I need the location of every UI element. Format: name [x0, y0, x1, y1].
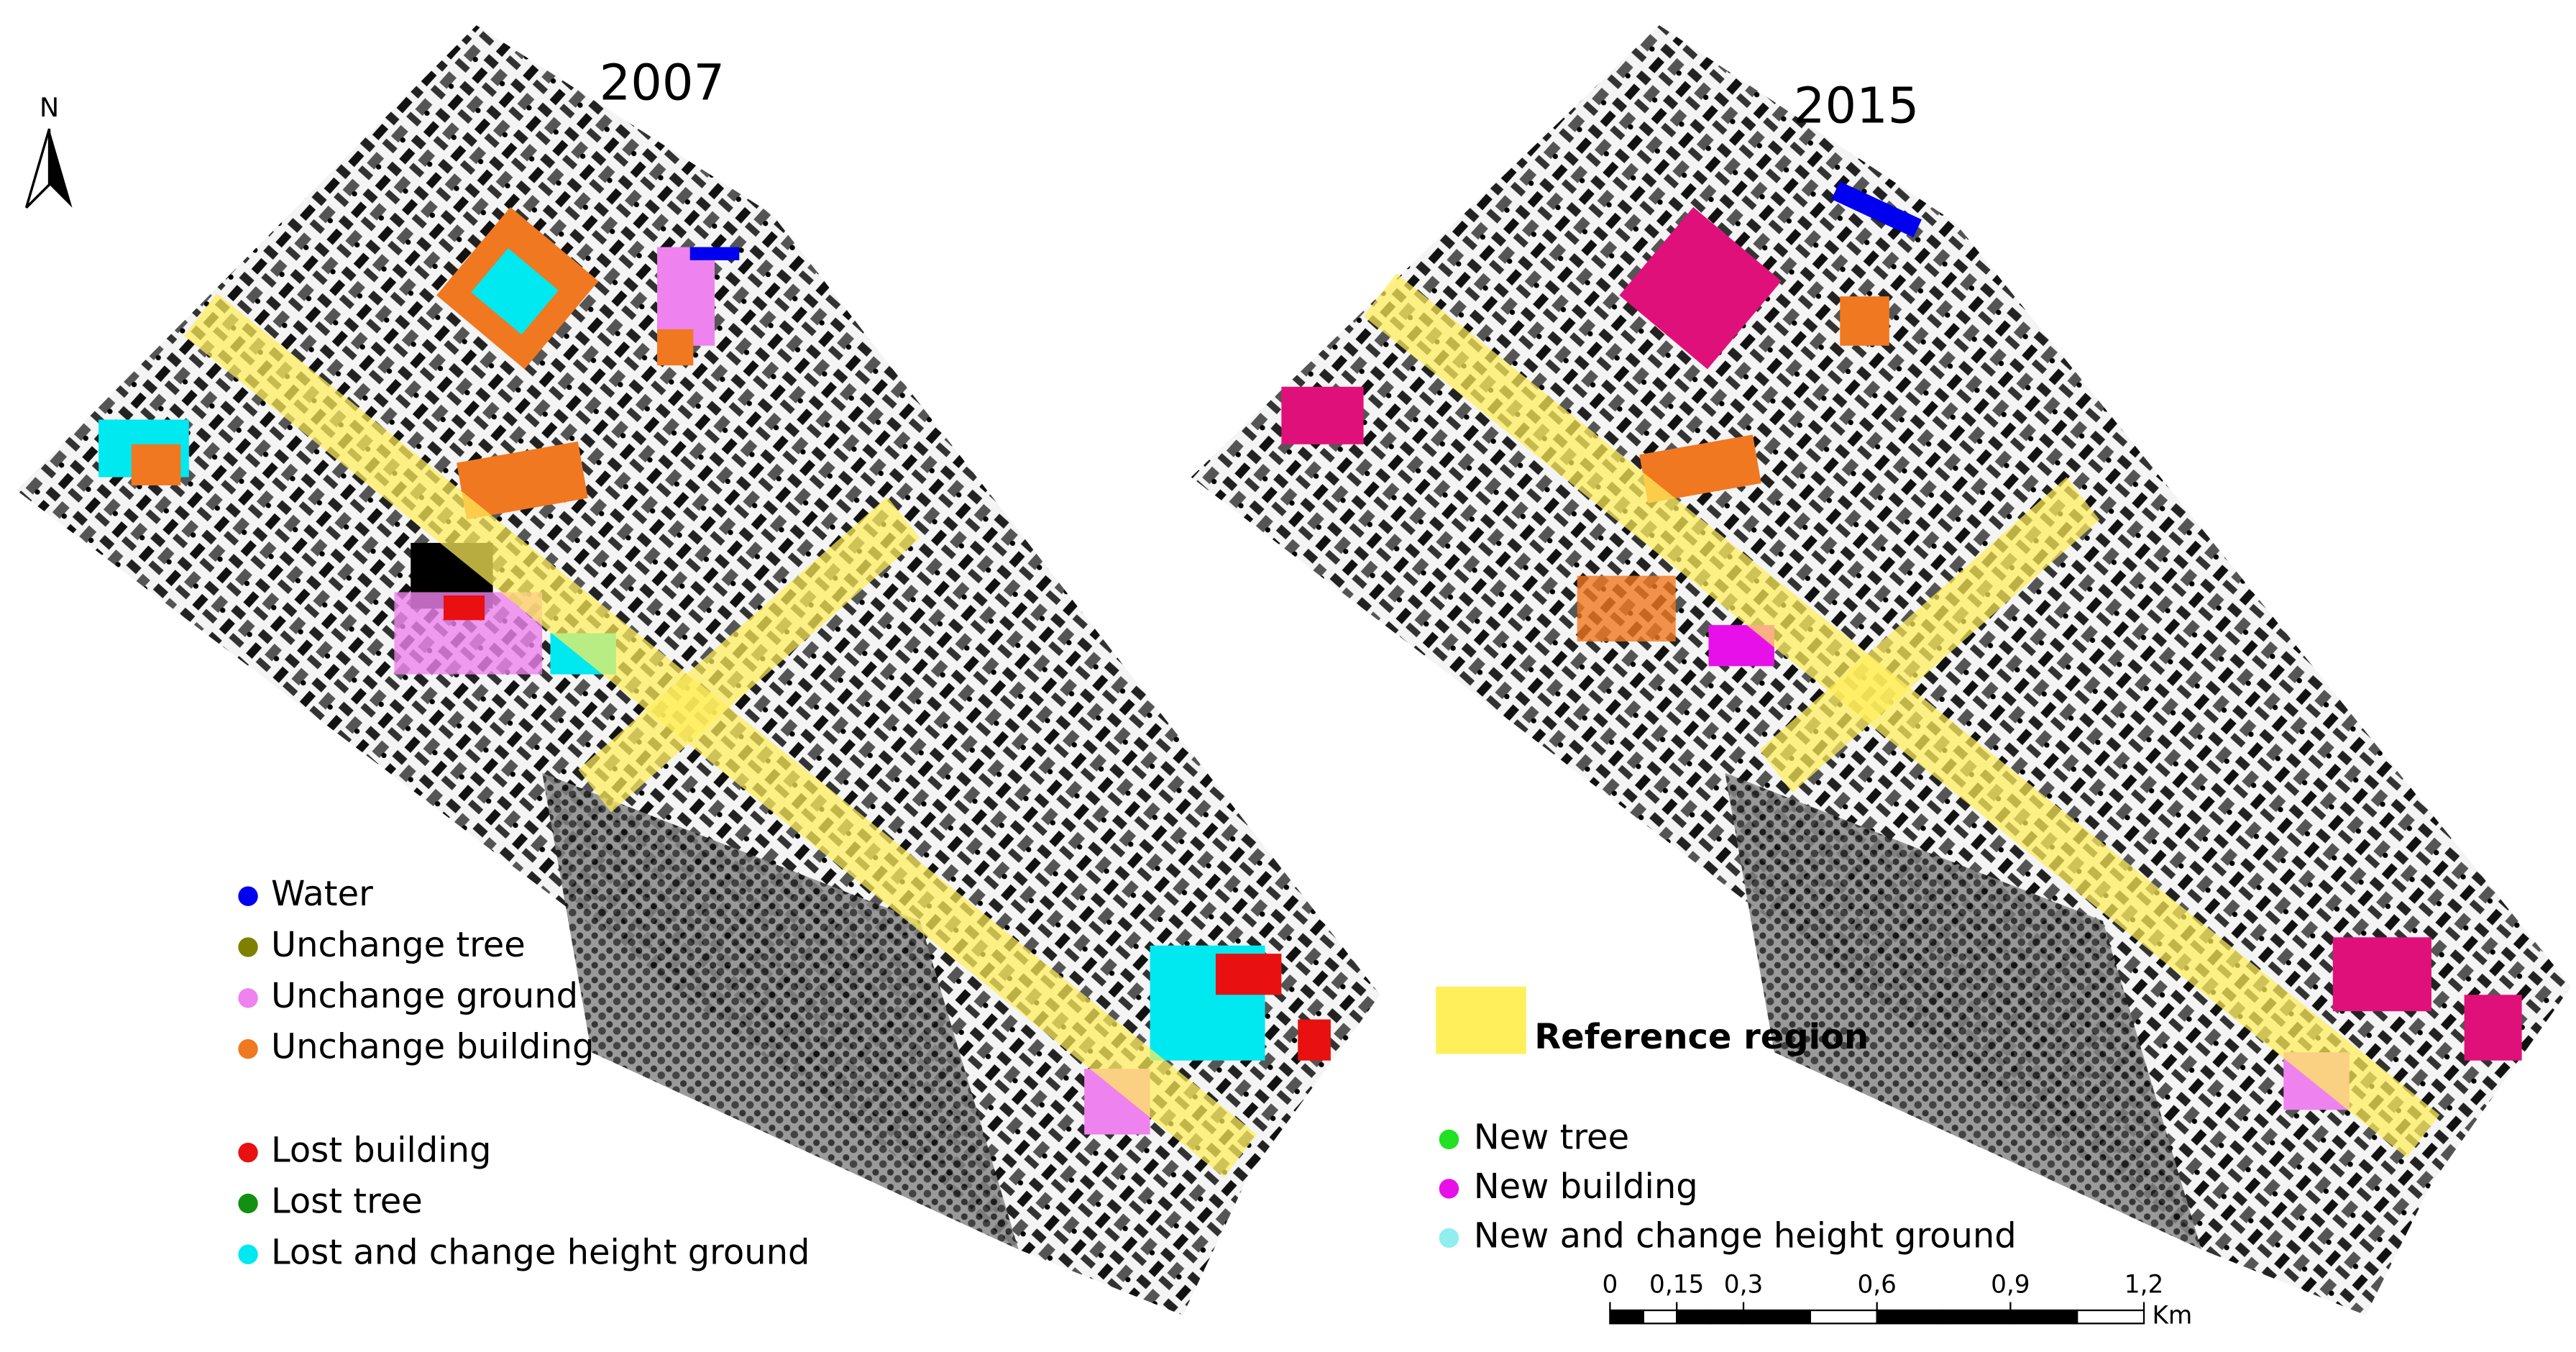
- legend-marker: [238, 1039, 258, 1059]
- scale-segment: [2009, 1309, 2078, 1325]
- patch: [657, 329, 694, 366]
- scale-segment: [1709, 1309, 1745, 1325]
- legend-marker: [238, 886, 258, 906]
- scale-segment: [1676, 1309, 1711, 1325]
- legend-label: Unchange tree: [271, 925, 526, 965]
- legend-label: New building: [1474, 1166, 1698, 1207]
- scale-segment: [1943, 1309, 2012, 1325]
- patch: [1577, 575, 1676, 642]
- patch: [2332, 937, 2431, 1012]
- patch: [471, 248, 559, 335]
- legend-marker: [238, 988, 258, 1008]
- patch: [2464, 995, 2522, 1061]
- patch: [689, 247, 740, 260]
- scale-tick-label: 0,6: [1857, 1270, 1897, 1299]
- legend-marker: [1439, 1179, 1459, 1199]
- scale-segment: [2076, 1309, 2145, 1325]
- patch: [131, 444, 181, 485]
- legend-marker: [238, 937, 258, 957]
- legend-label: Lost tree: [271, 1182, 423, 1222]
- legend-label: Water: [271, 874, 373, 914]
- patch: [1840, 296, 1889, 346]
- scale-tick-label: 0: [1602, 1270, 1618, 1299]
- patch: [1619, 207, 1782, 370]
- reference-band: [1363, 273, 2440, 1158]
- scale-tick-label: 1,2: [2124, 1270, 2164, 1299]
- legend-marker: [238, 1142, 258, 1163]
- legend-label: Unchange ground: [271, 976, 578, 1016]
- patch: [1281, 386, 1364, 444]
- reference-label: Reference region: [1534, 1017, 1869, 1057]
- reference-band: [183, 293, 1257, 1177]
- scale-unit: Km: [2152, 1302, 2192, 1330]
- scale-segment: [1742, 1309, 1812, 1325]
- patch: [443, 595, 485, 621]
- scale-tick-label: 0,15: [1649, 1270, 1704, 1299]
- map-2007: [16, 25, 1380, 1315]
- panel-title: 2007: [600, 55, 725, 112]
- patch: [1831, 181, 1922, 238]
- patch: [1639, 434, 1761, 503]
- scale-tick-label: 0,3: [1724, 1270, 1764, 1299]
- reference-band: [578, 496, 920, 813]
- arrow-right: [49, 129, 73, 208]
- legend-marker: [238, 1244, 258, 1265]
- scale-segment: [1876, 1309, 1945, 1325]
- legend-label: Unchange building: [271, 1027, 594, 1067]
- legend-marker: [238, 1193, 258, 1214]
- legend-marker: [1439, 1228, 1459, 1248]
- reference-band: [1759, 477, 2100, 793]
- legend-label: Lost and change height ground: [271, 1232, 810, 1272]
- legend-right: Reference region New tree New building New …: [1436, 986, 2017, 1256]
- reference-swatch: [1436, 986, 1526, 1054]
- scale-segment: [1642, 1309, 1678, 1325]
- legend-label: Lost building: [271, 1131, 491, 1171]
- scale-segment: [1809, 1309, 1878, 1325]
- patch: [457, 441, 588, 520]
- panel-title: 2015: [1794, 78, 1919, 135]
- forest: [542, 772, 1019, 1250]
- legend-marker: [1439, 1129, 1459, 1150]
- legend-label: New and change height ground: [1474, 1215, 2017, 1256]
- scale-tick-label: 0,9: [1991, 1270, 2030, 1299]
- north-arrow: N: [24, 92, 73, 209]
- legend-left: Water Unchange tree Unchange ground Unchang…: [238, 874, 810, 1272]
- forest: [1725, 772, 2202, 1250]
- legend-label: New tree: [1474, 1117, 1629, 1157]
- north-label: N: [40, 92, 59, 123]
- patch: [1215, 954, 1282, 995]
- map-2015: [1191, 25, 2572, 1315]
- scale-segment: [1609, 1309, 1644, 1325]
- scale-bar: 0 0,15 0,3 0,6 0,9 1,2 Km: [1602, 1270, 2192, 1330]
- patch: [1298, 1019, 1331, 1061]
- arrow-left: [24, 128, 51, 209]
